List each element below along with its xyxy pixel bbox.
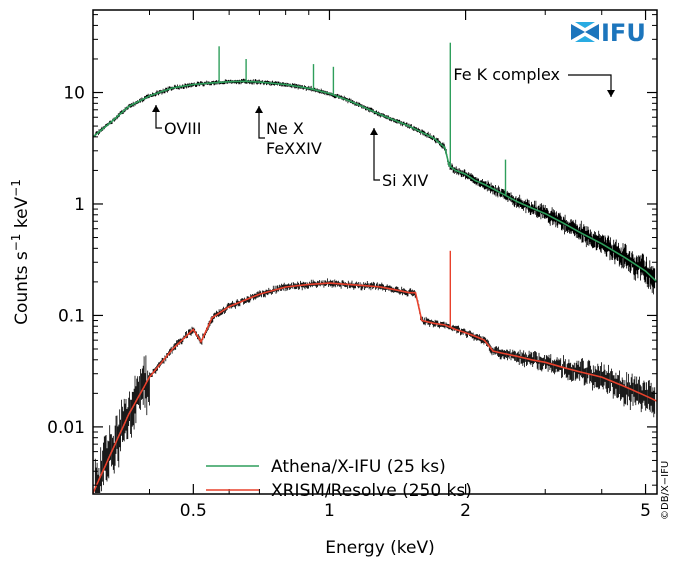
svg-text:Fe K complex: Fe K complex bbox=[453, 65, 560, 84]
y-axis-label: Counts s−1 keV−1 bbox=[9, 179, 32, 325]
svg-text:Si XIV: Si XIV bbox=[382, 171, 428, 190]
y-tick-label: 1 bbox=[74, 195, 85, 215]
svg-text:OVIII: OVIII bbox=[164, 119, 201, 138]
logo: IFU bbox=[571, 19, 646, 47]
annotation-fe-k-complex: Fe K complex bbox=[453, 65, 615, 97]
legend-label-xrism: XRISM/Resolve (250 ks) bbox=[271, 481, 472, 501]
series-line-xrism bbox=[92, 282, 658, 494]
logo-mark-icon bbox=[571, 22, 599, 42]
credit-text: ©DB/X−IFU bbox=[660, 461, 671, 520]
svg-text:Ne X: Ne X bbox=[266, 119, 304, 138]
logo-text: IFU bbox=[601, 19, 646, 47]
annotation-si-xiv: Si XIV bbox=[370, 128, 428, 190]
series-line-athena bbox=[92, 80, 658, 283]
x-tick-label: 5 bbox=[640, 501, 651, 521]
data-errorbars-athena bbox=[94, 78, 656, 295]
y-tick-label: 10 bbox=[63, 84, 85, 104]
annotation-oviii: OVIII bbox=[152, 105, 201, 138]
legend-label-athena: Athena/X-IFU (25 ks) bbox=[271, 457, 446, 477]
x-axis-label: Energy (keV) bbox=[325, 538, 435, 558]
x-tick-label: 2 bbox=[460, 501, 471, 521]
x-tick-label: 0.5 bbox=[180, 501, 207, 521]
y-tick-label: 0.01 bbox=[47, 418, 85, 438]
x-tick-label: 1 bbox=[324, 501, 335, 521]
y-tick-label: 0.1 bbox=[58, 306, 85, 326]
legend: Athena/X-IFU (25 ks) XRISM/Resolve (250 … bbox=[206, 457, 472, 501]
svg-text:FeXXIV: FeXXIV bbox=[266, 139, 322, 158]
plot-frame bbox=[92, 9, 658, 495]
